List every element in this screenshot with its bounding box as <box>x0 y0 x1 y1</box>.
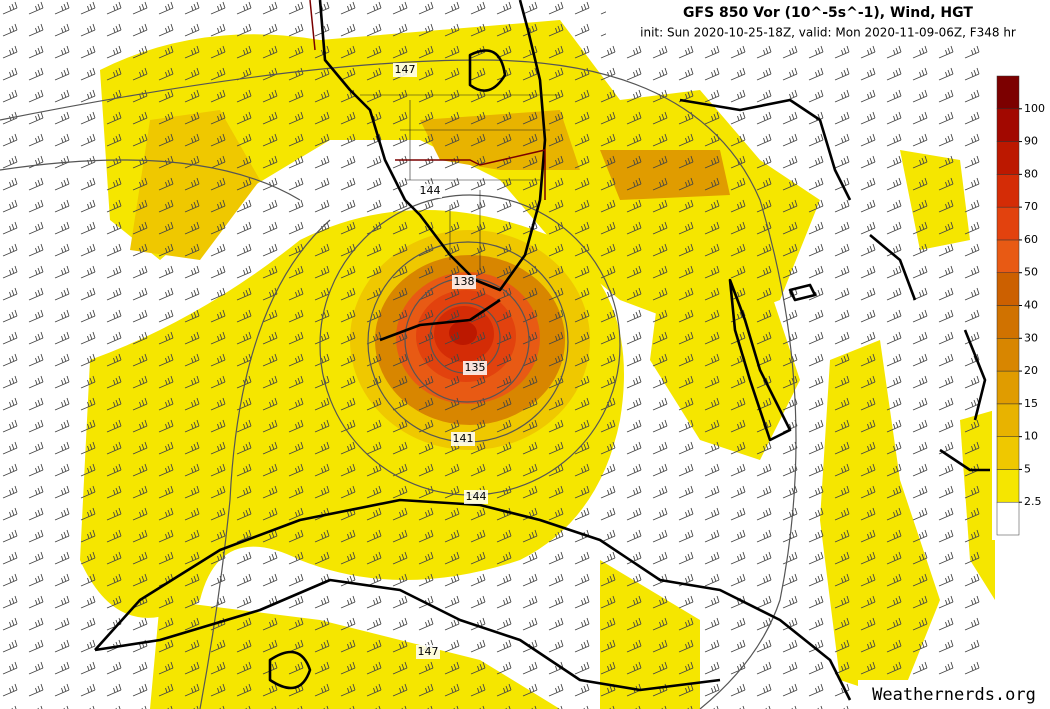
watermark: Weathernerds.org <box>872 685 1036 705</box>
colorbar-swatch <box>996 469 1020 503</box>
contour-label: 147 <box>395 63 416 76</box>
colorbar-label: 20 <box>1024 364 1038 377</box>
coastlines <box>94 0 990 701</box>
colorbar-label: 100 <box>1024 102 1045 115</box>
colorbar-label: 10 <box>1024 430 1038 443</box>
colorbar-label: 15 <box>1024 397 1038 410</box>
colorbar-swatch <box>996 174 1020 208</box>
colorbar-swatch <box>996 141 1020 175</box>
contour-label: 147 <box>418 645 439 658</box>
colorbar-swatch <box>996 75 1020 110</box>
colorbar-label: 30 <box>1024 331 1038 344</box>
colorbar-label: 5 <box>1024 462 1031 475</box>
county-lines <box>360 94 560 270</box>
contour-label: 138 <box>454 275 475 288</box>
colorbar-label: 50 <box>1024 266 1038 279</box>
contour-label: 144 <box>420 184 441 197</box>
wind-barbs <box>0 0 990 709</box>
watermark-box <box>858 680 1050 709</box>
contour-label-bg <box>416 645 440 659</box>
contour-label: 144 <box>466 490 487 503</box>
contour-label-bg <box>451 432 475 446</box>
contour-labels: 147 144 138 135 141 144 147 <box>393 63 488 659</box>
colorbar-swatch <box>996 370 1020 405</box>
contour-label-bg <box>463 361 487 375</box>
contour-label-bg <box>452 275 476 289</box>
contour-label: 141 <box>453 432 474 445</box>
state-borders <box>309 0 546 200</box>
colorbar-label: 60 <box>1024 233 1038 246</box>
colorbar-swatch <box>996 501 1020 536</box>
colorbar-swatch <box>996 272 1020 306</box>
colorbar-label: 2.5 <box>1024 495 1042 508</box>
colorbar-label: 80 <box>1024 167 1038 180</box>
colorbar-swatch <box>996 436 1020 470</box>
colorbar-swatch <box>996 338 1020 372</box>
colorbar: 2.5 5 10 15 20 30 40 50 60 70 80 90 100 <box>996 75 1045 536</box>
colorbar-label: 40 <box>1024 299 1038 312</box>
colorbar-swatch <box>996 206 1020 241</box>
colorbar-swatch <box>996 403 1020 437</box>
contour-label-bg <box>393 63 417 77</box>
contour-label-bg <box>464 490 488 504</box>
contour-label-bg <box>418 184 442 198</box>
title-box <box>606 0 1050 42</box>
map-subtitle: init: Sun 2020-10-25-18Z, valid: Mon 202… <box>640 26 1016 40</box>
colorbar-label: 70 <box>1024 200 1038 213</box>
colorbar-swatch <box>996 239 1020 273</box>
colorbar-swatch <box>996 108 1020 142</box>
colorbar-label: 90 <box>1024 135 1038 148</box>
colorbar-swatch <box>996 305 1020 339</box>
contour-label: 135 <box>465 361 486 374</box>
map-title: GFS 850 Vor (10^-5s^-1), Wind, HGT <box>683 5 973 21</box>
